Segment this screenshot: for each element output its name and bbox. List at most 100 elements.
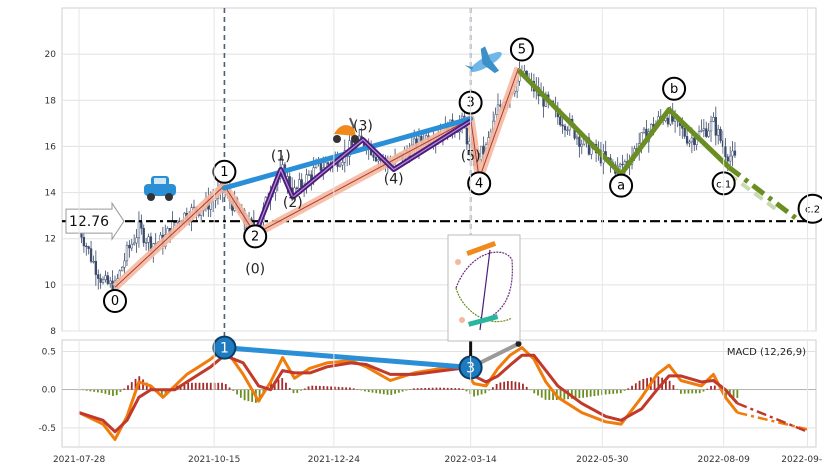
candle-body [295,187,299,189]
candle-body [307,174,311,176]
candle-body [563,125,567,131]
wave-label-circle [609,173,634,198]
macd-histogram-bar [476,389,479,396]
candle-body [92,261,95,263]
macd-histogram-bar [217,382,220,390]
x-tick-label: 2021-12-24 [308,455,361,465]
macd-histogram-bar [570,389,573,399]
macd-histogram-bar [698,389,701,394]
thumbnail-mark-bottom [467,314,499,327]
macd-line [78,346,739,441]
macd-histogram-bar [710,385,712,390]
x-tick-label: 2022-03-14 [444,455,497,465]
macd-histogram-bar [717,389,720,390]
thumbnail-curve [455,287,513,323]
candle-body [125,244,129,262]
macd-histogram-bar [480,389,483,395]
macd-histogram-bar [604,389,607,395]
macd-histogram-bar [81,389,84,391]
macd-histogram-bar [187,382,190,390]
macd-histogram-bar [330,386,333,390]
macd-histogram-bar [597,389,600,396]
macd-histogram-bar [394,389,396,394]
candle-body [480,145,483,160]
candle-body [137,221,141,239]
candle-body [587,137,591,155]
macd-histogram-bar [224,384,227,390]
macd-histogram-bar [367,389,370,393]
macd-histogram-bar [288,387,291,390]
candle-body [575,136,579,139]
candle-body [142,228,145,243]
candle-body [101,279,105,283]
subwave-label-text: (2) [283,195,303,211]
candle-body [372,154,375,158]
wave-label-circle [662,76,687,101]
candle-body [578,136,581,147]
wave-label-text: 5 [518,43,526,58]
price-plot-area [61,7,817,332]
candle-body [109,280,112,284]
macd-histogram-bar [112,389,114,396]
airplane-icon [464,46,502,74]
macd-histogram-bar [104,389,107,394]
macd-histogram-bar [206,382,208,390]
wave-label-circle [212,159,237,184]
macd-histogram-bar [668,380,671,390]
macd-histogram-bar [303,388,306,390]
price-tick-label: 8 [50,327,56,337]
wave-label-circle [243,224,268,249]
macd-histogram-bar [623,389,626,391]
x-tick-label: 2022-05-30 [576,455,629,465]
macd-histogram-bar [439,387,442,390]
candle-body [106,275,109,284]
macd-histogram-bar [352,388,355,390]
macd-histogram-bar [657,376,660,390]
candle-body [621,163,624,166]
wave-label-circle [467,171,492,196]
candle-body [99,278,102,283]
overlay-annotations [144,46,521,356]
macd-histogram-bar [119,389,122,392]
correction-path [516,68,731,177]
signal-line [78,353,739,434]
signal-projection [736,402,808,433]
macd-histogram-bar [228,387,231,390]
candle-body [338,164,342,167]
wave-label-circle [797,193,822,224]
candle-body [702,128,705,131]
candle-body [341,162,344,166]
macd-histogram-bar [371,389,374,393]
price-tick-label: 20 [45,50,57,60]
macd-histogram-bar [642,378,645,390]
macd-histogram-bar [333,386,336,390]
macd-histogram-bar [292,389,295,394]
macd-plot-area [61,339,817,448]
macd-histogram-bar [582,389,585,398]
car-wheel [165,193,173,201]
candle-body [135,237,138,244]
subwave-label-text: (4) [384,172,404,188]
candle-body [590,147,593,155]
candle-body [298,179,301,189]
macd-histogram-bar [221,382,223,390]
candle-body [87,246,90,249]
support-arrow-shape [65,201,125,241]
candle-body [726,156,729,162]
candle-body [623,161,626,166]
candle-body [89,248,93,262]
candle-body [719,128,722,141]
wave-label-text: c.2 [805,205,820,216]
macd-histogram-bar [401,389,404,392]
candle-body [714,116,717,136]
thumbnail-frame [447,234,521,342]
car-body [144,184,176,196]
macd-marker-label: 1 [220,341,229,357]
macd-histogram-bar [251,389,254,402]
wave-label-text: 2 [251,229,259,244]
macd-histogram-bar [646,378,648,390]
pattern-thumbnail [447,234,521,342]
macd-histogram-bar [318,385,321,390]
price-tick-label: 12 [45,235,56,245]
